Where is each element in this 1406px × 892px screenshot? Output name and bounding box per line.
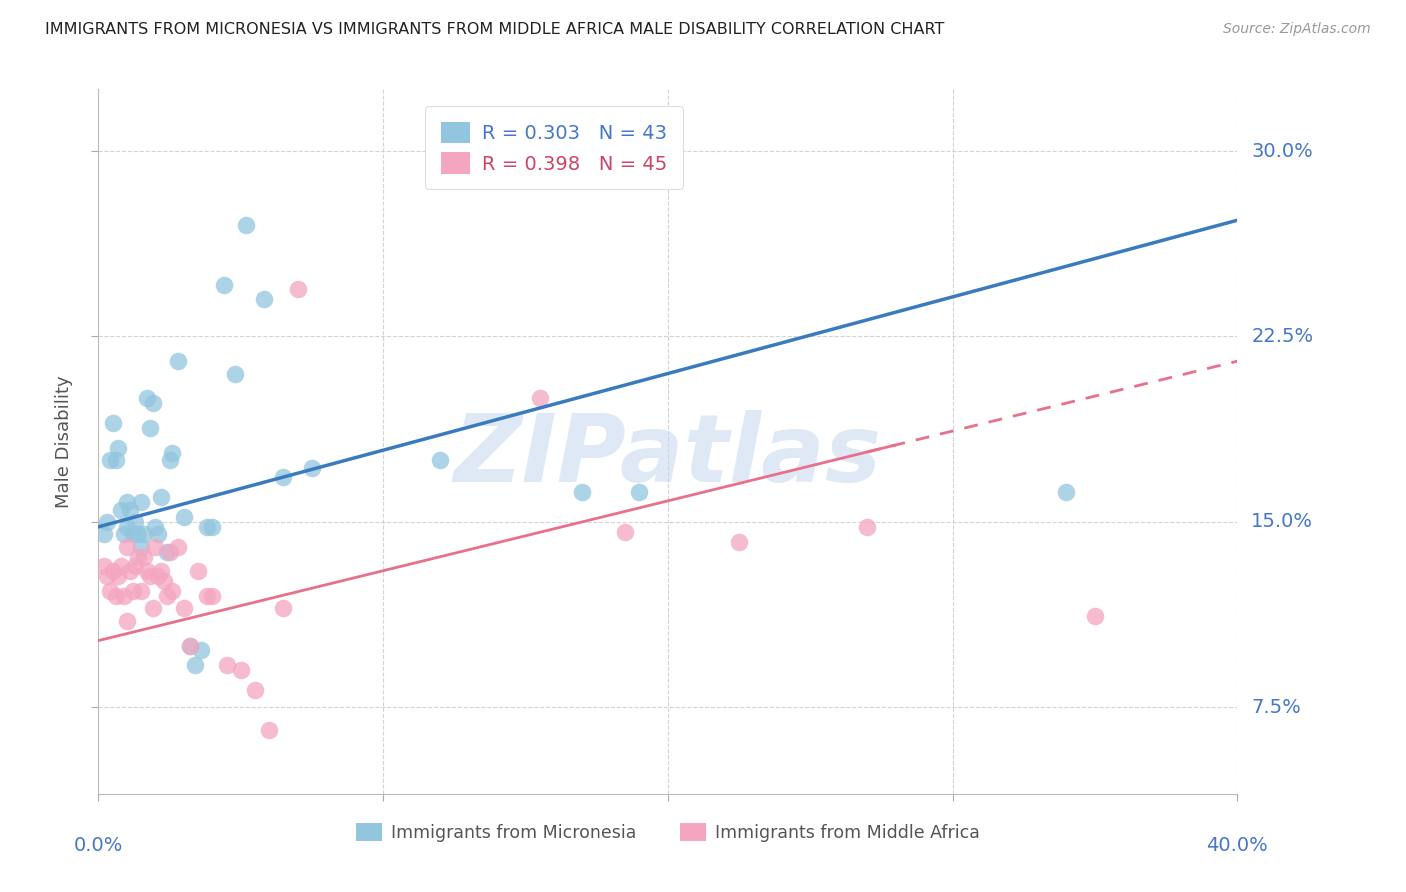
Point [156, 589, 179, 603]
Point [121, 527, 143, 541]
Point [127, 549, 149, 564]
Point [150, 565, 173, 579]
Point [195, 520, 218, 534]
Point [173, 601, 195, 615]
Point [112, 527, 135, 541]
Point [107, 569, 129, 583]
Point [104, 453, 127, 467]
Point [179, 639, 201, 653]
Point [212, 277, 235, 292]
Point [162, 445, 184, 459]
Point [224, 367, 246, 381]
Point [201, 520, 224, 534]
Point [1056, 485, 1078, 500]
Point [124, 515, 146, 529]
Point [132, 527, 155, 541]
Text: 0.0%: 0.0% [73, 836, 124, 855]
Point [273, 470, 295, 484]
Legend: Immigrants from Micronesia, Immigrants from Middle Africa: Immigrants from Micronesia, Immigrants f… [349, 816, 987, 848]
Point [179, 639, 201, 653]
Point [96, 515, 118, 529]
Point [259, 723, 281, 737]
Point [273, 601, 295, 615]
Text: Source: ZipAtlas.com: Source: ZipAtlas.com [1223, 22, 1371, 37]
Text: 40.0%: 40.0% [1206, 836, 1268, 855]
Point [110, 559, 132, 574]
Point [132, 549, 155, 564]
Point [195, 589, 218, 603]
Point [429, 453, 451, 467]
Text: 7.5%: 7.5% [1251, 698, 1301, 717]
Point [148, 527, 170, 541]
Point [156, 544, 179, 558]
Point [1084, 608, 1107, 623]
Point [104, 589, 127, 603]
Point [98, 453, 121, 467]
Point [187, 565, 209, 579]
Point [141, 396, 163, 410]
Point [252, 293, 274, 307]
Y-axis label: Male Disability: Male Disability [55, 376, 73, 508]
Point [121, 584, 143, 599]
Point [112, 589, 135, 603]
Point [235, 218, 257, 232]
Point [93, 559, 115, 574]
Point [728, 534, 751, 549]
Point [856, 520, 879, 534]
Point [129, 540, 152, 554]
Point [167, 540, 190, 554]
Point [162, 584, 184, 599]
Point [110, 502, 132, 516]
Point [145, 540, 167, 554]
Point [571, 485, 593, 500]
Text: ZIPatlas: ZIPatlas [454, 409, 882, 501]
Point [229, 663, 252, 677]
Point [135, 391, 157, 405]
Point [215, 658, 238, 673]
Point [115, 520, 138, 534]
Point [127, 527, 149, 541]
Point [529, 391, 551, 405]
Point [107, 441, 129, 455]
Point [115, 495, 138, 509]
Point [135, 565, 157, 579]
Point [101, 565, 124, 579]
Point [124, 559, 146, 574]
Point [141, 601, 163, 615]
Text: IMMIGRANTS FROM MICRONESIA VS IMMIGRANTS FROM MIDDLE AFRICA MALE DISABILITY CORR: IMMIGRANTS FROM MICRONESIA VS IMMIGRANTS… [45, 22, 945, 37]
Point [115, 614, 138, 628]
Point [138, 421, 160, 435]
Text: 22.5%: 22.5% [1251, 327, 1313, 346]
Point [138, 569, 160, 583]
Point [148, 569, 170, 583]
Point [628, 485, 651, 500]
Point [184, 658, 207, 673]
Point [98, 584, 121, 599]
Point [145, 520, 167, 534]
Point [96, 569, 118, 583]
Point [287, 283, 309, 297]
Point [129, 584, 152, 599]
Point [201, 589, 224, 603]
Point [93, 527, 115, 541]
Text: 15.0%: 15.0% [1251, 512, 1313, 532]
Point [159, 544, 181, 558]
Point [150, 490, 173, 504]
Text: 30.0%: 30.0% [1251, 142, 1313, 161]
Point [190, 643, 212, 657]
Point [167, 354, 190, 368]
Point [101, 416, 124, 430]
Point [118, 565, 141, 579]
Point [153, 574, 176, 589]
Point [173, 510, 195, 524]
Point [301, 460, 323, 475]
Point [614, 524, 637, 539]
Point [118, 502, 141, 516]
Point [243, 683, 266, 698]
Point [129, 495, 152, 509]
Point [115, 540, 138, 554]
Point [159, 453, 181, 467]
